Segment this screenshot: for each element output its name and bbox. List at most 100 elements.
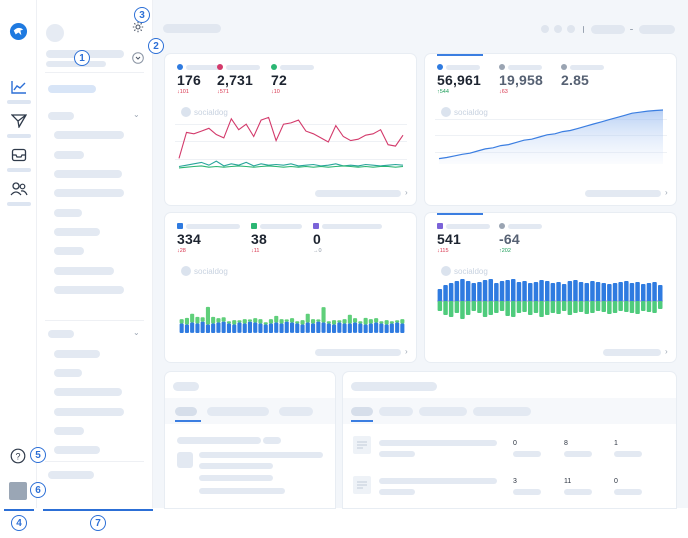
row-title bbox=[379, 478, 497, 484]
legend-swatch bbox=[437, 223, 443, 229]
bar-blue bbox=[284, 321, 289, 333]
sidebar-footer-item[interactable] bbox=[48, 471, 94, 479]
chevron-down-icon[interactable]: ⌄ bbox=[133, 328, 140, 337]
gear-icon[interactable] bbox=[132, 21, 144, 33]
date-range-start[interactable] bbox=[591, 25, 625, 34]
sidebar-subitem[interactable] bbox=[54, 189, 124, 197]
sidebar-subitem[interactable] bbox=[54, 408, 124, 416]
table-panel: 0 8 1 3 11 0 bbox=[343, 372, 676, 508]
bar-negative bbox=[652, 301, 657, 313]
sidebar-subitem[interactable] bbox=[54, 388, 122, 396]
bar-chart bbox=[179, 306, 405, 333]
bar-negative bbox=[488, 301, 493, 315]
bar-negative bbox=[545, 301, 550, 315]
sidebar-subitem[interactable] bbox=[54, 369, 82, 377]
bar-blue bbox=[232, 324, 237, 333]
sidebar-subitem[interactable] bbox=[54, 209, 82, 217]
page-title bbox=[163, 24, 221, 33]
card-link[interactable] bbox=[603, 349, 661, 356]
sidebar-section-2[interactable] bbox=[48, 330, 74, 338]
metric-1: 334 ↓28 bbox=[177, 223, 240, 254]
bar-positive bbox=[460, 279, 465, 301]
bar-green bbox=[395, 320, 400, 323]
area-chart bbox=[435, 109, 667, 164]
metric-delta: ↓10 bbox=[271, 89, 280, 95]
sidebar-subitem[interactable] bbox=[54, 286, 124, 294]
tab[interactable] bbox=[207, 407, 269, 416]
tab-active[interactable] bbox=[175, 407, 197, 416]
card-link[interactable] bbox=[585, 190, 661, 197]
bar-positive bbox=[618, 282, 623, 301]
paper-plane-icon bbox=[11, 114, 27, 128]
card-link[interactable] bbox=[315, 190, 401, 197]
tab[interactable] bbox=[279, 407, 313, 416]
tab-underline bbox=[175, 420, 201, 422]
toolbar-dot[interactable] bbox=[541, 25, 549, 33]
tab[interactable] bbox=[379, 407, 413, 416]
tab[interactable] bbox=[419, 407, 467, 416]
bar-negative bbox=[499, 301, 505, 311]
chevron-right-icon[interactable]: › bbox=[665, 188, 668, 197]
toolbar-dot[interactable] bbox=[567, 25, 575, 33]
bar-blue bbox=[184, 324, 189, 333]
bar-green bbox=[205, 306, 210, 325]
bar-green bbox=[368, 319, 373, 324]
bar-blue bbox=[200, 321, 205, 333]
nav-inbox-label bbox=[7, 168, 31, 172]
chevron-down-circle-icon[interactable] bbox=[132, 52, 144, 64]
bar-green bbox=[363, 317, 368, 325]
bar-blue bbox=[211, 323, 216, 333]
help-circle-icon[interactable]: ? bbox=[10, 448, 26, 464]
sidebar-subitem[interactable] bbox=[54, 267, 114, 275]
bar-negative bbox=[460, 301, 465, 319]
bar-green bbox=[226, 321, 231, 324]
watermark-text: socialdog bbox=[194, 266, 228, 276]
bar-negative bbox=[448, 301, 454, 317]
bar-positive bbox=[556, 282, 561, 301]
nav-analytics[interactable] bbox=[7, 76, 31, 104]
sidebar-subitem[interactable] bbox=[54, 228, 100, 236]
bar-positive bbox=[550, 283, 556, 301]
tab-active[interactable] bbox=[351, 407, 373, 416]
date-range-end[interactable] bbox=[639, 25, 675, 34]
series-line-teal bbox=[178, 160, 404, 168]
metric-value: 0 bbox=[313, 231, 321, 247]
metric-delta: ↓115 bbox=[437, 248, 449, 254]
bar-blue bbox=[247, 321, 252, 333]
sidebar-subitem[interactable] bbox=[54, 170, 122, 178]
metric-label bbox=[186, 223, 240, 229]
account-avatar[interactable] bbox=[46, 24, 64, 42]
toolbar-dot[interactable] bbox=[554, 25, 562, 33]
chevron-right-icon[interactable]: › bbox=[405, 347, 408, 356]
sidebar-subitem[interactable] bbox=[54, 247, 84, 255]
bar-negative bbox=[477, 301, 482, 313]
sidebar-subitem[interactable] bbox=[54, 131, 124, 139]
metric-delta: ↓101 bbox=[177, 89, 189, 95]
avatar[interactable] bbox=[9, 482, 27, 500]
sidebar-subitem[interactable] bbox=[54, 446, 100, 454]
bar-negative bbox=[454, 301, 460, 313]
chevron-down-icon[interactable]: ⌄ bbox=[133, 110, 140, 119]
post-thumbnail[interactable] bbox=[177, 452, 193, 468]
chevron-right-icon[interactable]: › bbox=[665, 347, 668, 356]
nav-users[interactable] bbox=[7, 178, 31, 206]
nav-send[interactable] bbox=[7, 110, 31, 138]
bar-positive bbox=[584, 283, 589, 301]
bar-blue bbox=[379, 323, 384, 333]
sidebar-subitem[interactable] bbox=[54, 350, 100, 358]
metric-value: 334 bbox=[177, 231, 201, 247]
metric-label bbox=[226, 64, 260, 70]
chevron-right-icon[interactable]: › bbox=[405, 188, 408, 197]
card-link[interactable] bbox=[315, 349, 401, 356]
sidebar-subitem[interactable] bbox=[54, 427, 84, 435]
sidebar-section-1[interactable] bbox=[48, 112, 74, 120]
tab[interactable] bbox=[473, 407, 531, 416]
bar-negative bbox=[658, 301, 663, 309]
nav-inbox[interactable] bbox=[7, 144, 31, 172]
sidebar-subitem[interactable] bbox=[54, 151, 84, 159]
metric-label bbox=[508, 223, 542, 229]
bar-negative bbox=[494, 301, 499, 313]
sidebar-item-active[interactable] bbox=[48, 85, 96, 93]
brand-bird-icon[interactable] bbox=[9, 22, 28, 41]
posts-panel bbox=[165, 372, 335, 508]
